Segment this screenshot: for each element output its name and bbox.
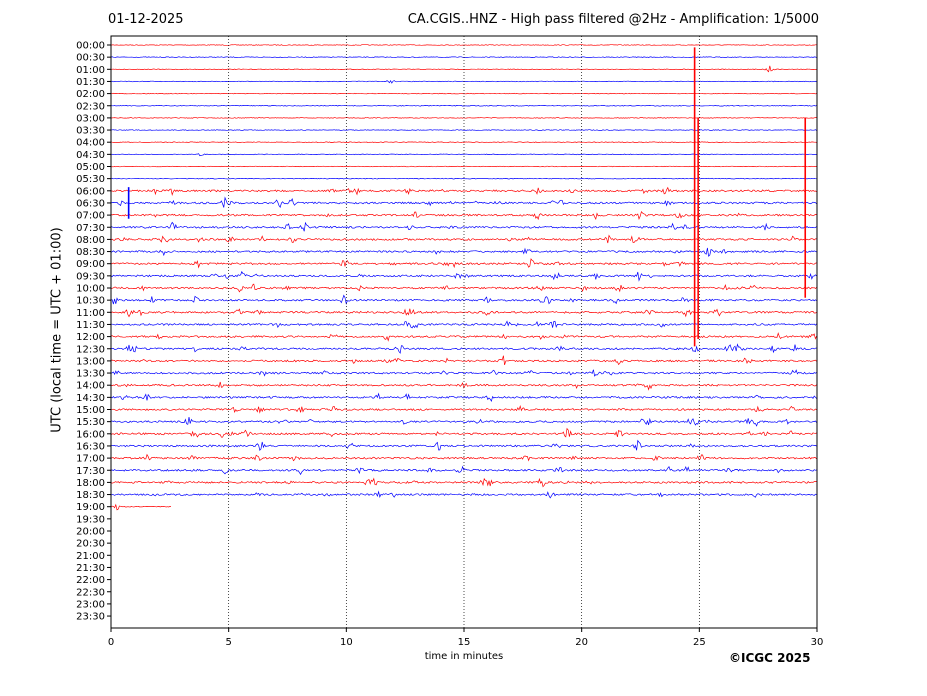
y-tick-label: 05:30 <box>76 174 105 185</box>
seismogram-trace <box>110 177 817 180</box>
x-tick-label: 25 <box>693 637 706 648</box>
y-tick-label: 21:30 <box>76 563 105 574</box>
header-date: 01-12-2025 <box>108 12 184 27</box>
y-tick-label: 15:00 <box>76 405 105 416</box>
y-tick-label: 10:00 <box>76 284 105 295</box>
y-tick-label: 20:00 <box>76 527 105 538</box>
seismogram-trace <box>110 439 817 451</box>
y-tick-label: 18:00 <box>76 478 105 489</box>
chart-title: CA.CGIS..HNZ - High pass filtered @2Hz -… <box>407 12 819 27</box>
y-tick-label: 22:00 <box>76 575 105 586</box>
seismogram-trace <box>110 477 817 488</box>
y-tick-label: 02:30 <box>76 101 105 112</box>
seismogram-trace <box>110 105 817 107</box>
seismogram-trace <box>110 234 817 244</box>
y-tick-label: 05:00 <box>76 162 105 173</box>
seismogram-trace <box>110 503 171 511</box>
y-tick-label: 19:30 <box>76 514 105 525</box>
y-tick-label: 04:30 <box>76 150 105 161</box>
x-tick-label: 10 <box>340 637 353 648</box>
y-tick-label: 18:30 <box>76 490 105 501</box>
seismogram-trace <box>110 294 817 305</box>
y-tick-label: 02:00 <box>76 89 105 100</box>
seismogram-trace <box>110 79 817 84</box>
seismogram-trace <box>110 381 817 391</box>
y-tick-label: 10:30 <box>76 296 105 307</box>
y-tick-label: 11:30 <box>76 320 105 331</box>
seismogram-trace <box>110 343 817 354</box>
seismogram-traces <box>110 44 817 511</box>
y-tick-label: 07:30 <box>76 223 105 234</box>
y-tick-label: 01:00 <box>76 65 105 76</box>
copyright-notice: ©ICGC 2025 <box>729 651 811 665</box>
y-tick-label: 14:30 <box>76 393 105 404</box>
y-tick-label: 13:00 <box>76 356 105 367</box>
x-axis-label: time in minutes <box>424 651 504 662</box>
x-tick-label: 20 <box>575 637 588 648</box>
y-tick-label: 09:30 <box>76 271 105 282</box>
y-tick-label: 03:30 <box>76 126 105 137</box>
seismogram-trace <box>110 92 817 95</box>
y-tick-label: 17:00 <box>76 454 105 465</box>
y-tick-label: 16:30 <box>76 441 105 452</box>
seismogram-trace <box>110 196 817 208</box>
y-tick-label: 00:00 <box>76 41 105 52</box>
seismogram-trace <box>110 258 817 269</box>
seismogram-trace <box>110 186 817 196</box>
seismogram-trace <box>110 417 817 427</box>
seismogram-trace <box>110 165 817 168</box>
seismogram-trace <box>110 453 817 462</box>
y-tick-label: 13:30 <box>76 369 105 380</box>
y-tick-label: 12:00 <box>76 332 105 343</box>
x-tick-label: 5 <box>225 637 231 648</box>
seismogram-trace <box>110 355 817 366</box>
plot-frame <box>110 35 818 629</box>
seismogram-trace <box>110 405 817 414</box>
seismogram-trace <box>110 369 817 377</box>
y-tick-label: 14:00 <box>76 381 105 392</box>
y-tick-label: 16:00 <box>76 429 105 440</box>
seismogram-trace <box>110 221 817 232</box>
y-tick-label: 08:00 <box>76 235 105 246</box>
seismogram-trace <box>110 465 817 476</box>
y-tick-label: 07:00 <box>76 211 105 222</box>
y-tick-label: 00:30 <box>76 53 105 64</box>
y-tick-label: 04:00 <box>76 138 105 149</box>
seismogram-trace <box>110 392 817 402</box>
seismogram-trace <box>110 427 817 438</box>
y-tick-label: 09:00 <box>76 259 105 270</box>
x-tick-label: 0 <box>108 637 114 648</box>
y-tick-label: 12:30 <box>76 344 105 355</box>
x-tick-label: 15 <box>458 637 471 648</box>
y-tick-label: 23:00 <box>76 599 105 610</box>
seismogram-trace <box>110 44 817 46</box>
y-tick-label: 15:30 <box>76 417 105 428</box>
y-tick-label: 06:30 <box>76 198 105 209</box>
y-tick-label: 08:30 <box>76 247 105 258</box>
y-tick-label: 19:00 <box>76 502 105 513</box>
seismogram-trace <box>110 490 817 499</box>
y-tick-label: 23:30 <box>76 612 105 623</box>
x-tick-label: 30 <box>811 637 824 648</box>
y-tick-label: 20:30 <box>76 539 105 550</box>
x-axis-ticks: 0 5 10 15 20 25 30 <box>108 628 824 648</box>
y-tick-label: 22:30 <box>76 587 105 598</box>
y-tick-label: 06:00 <box>76 186 105 197</box>
y-tick-label: 11:00 <box>76 308 105 319</box>
seismogram-trace <box>110 65 817 73</box>
seismogram-trace <box>110 210 817 221</box>
y-tick-label: 01:30 <box>76 77 105 88</box>
y-tick-label: 03:00 <box>76 113 105 124</box>
y-tick-label: 21:00 <box>76 551 105 562</box>
vertical-grid <box>228 36 700 628</box>
y-tick-label: 17:30 <box>76 466 105 477</box>
